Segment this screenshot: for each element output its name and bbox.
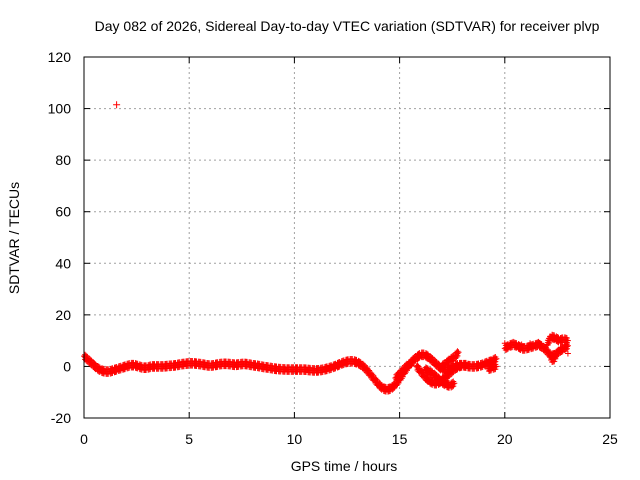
data-point	[453, 367, 460, 374]
data-point	[463, 362, 470, 369]
data-point	[407, 363, 414, 370]
data-point	[415, 355, 422, 362]
data-point	[394, 375, 401, 382]
data-point	[527, 340, 534, 347]
data-point	[444, 374, 451, 381]
y-tick-label: 100	[48, 101, 72, 117]
data-point	[493, 355, 500, 362]
y-tick-label: 120	[48, 49, 72, 65]
x-tick-label: 10	[287, 431, 303, 447]
data-point	[503, 346, 510, 353]
plot-frame	[83, 56, 611, 419]
data-point	[554, 352, 561, 359]
data-point	[535, 338, 542, 345]
data-point	[455, 349, 462, 356]
data-point	[558, 348, 565, 355]
data-point	[563, 345, 570, 352]
chart-title: Day 082 of 2026, Sidereal Day-to-day VTE…	[95, 18, 600, 34]
data-point	[484, 366, 491, 373]
data-point	[454, 352, 461, 359]
data-point	[449, 370, 456, 377]
data-point	[394, 381, 401, 388]
data-point	[451, 380, 458, 387]
data-point	[564, 342, 571, 349]
y-tick-label: 40	[55, 255, 71, 271]
data-point	[552, 355, 559, 362]
data-point	[409, 359, 416, 366]
data-point	[564, 350, 571, 357]
data-point	[398, 370, 405, 377]
data-point	[551, 358, 558, 365]
data-point	[449, 383, 456, 390]
data-point	[450, 383, 457, 390]
y-tick-label: 60	[55, 204, 71, 220]
data-point	[562, 346, 569, 353]
data-point	[408, 362, 415, 369]
y-tick-label: -20	[51, 410, 71, 426]
outlier-point	[113, 101, 121, 109]
data-point	[402, 366, 409, 373]
data-point	[449, 358, 456, 365]
data-point	[453, 354, 460, 361]
y-tick-label: 80	[55, 152, 71, 168]
data-points	[81, 101, 571, 395]
data-point	[444, 361, 451, 368]
grid-lines	[84, 57, 610, 418]
y-tick-label: 20	[55, 307, 71, 323]
data-point	[390, 385, 397, 392]
data-point	[501, 340, 508, 347]
x-tick-label: 25	[602, 431, 618, 447]
y-tick-label: 0	[63, 358, 71, 374]
axis-ticks: 0 5 10 15 20 25 -20 0 20 40 60 80 100 120	[48, 49, 618, 447]
x-tick-label: 20	[497, 431, 513, 447]
x-axis-label: GPS time / hours	[291, 458, 398, 474]
data-point	[510, 338, 517, 345]
x-tick-label: 15	[392, 431, 408, 447]
y-axis-label: SDTVAR / TECUs	[6, 182, 22, 294]
data-point	[440, 364, 447, 371]
x-tick-label: 0	[80, 431, 88, 447]
data-point	[518, 341, 525, 348]
x-tick-label: 5	[185, 431, 193, 447]
data-point	[564, 337, 571, 344]
